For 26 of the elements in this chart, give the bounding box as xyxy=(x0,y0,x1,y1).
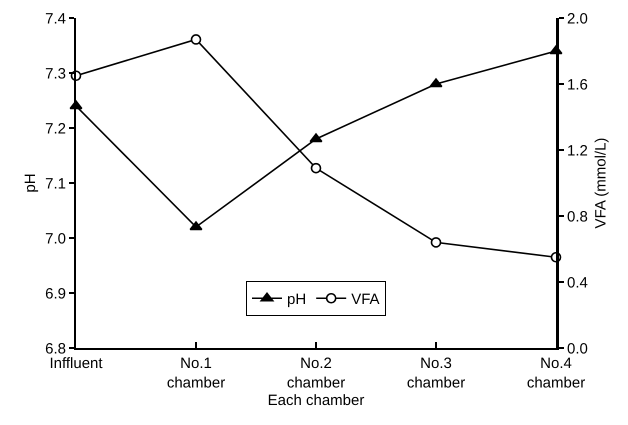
legend-label: pH xyxy=(287,291,306,308)
x-tick-label: No.3 chamber xyxy=(406,355,466,392)
y-tick-label: 7.3 xyxy=(45,65,66,82)
x-tick-label: Inffluent xyxy=(49,355,104,372)
x-tick-label: No.2 chamber xyxy=(286,355,346,392)
y-tick-label: 6.9 xyxy=(45,285,66,302)
x-tick-label: No.1 chamber xyxy=(166,355,226,392)
y-tick-label: 7.4 xyxy=(45,10,66,28)
y-axis-title: pH xyxy=(22,173,39,193)
point xyxy=(310,162,322,174)
x-axis-title: Each chamber xyxy=(268,392,364,409)
y-tick-label: 7.0 xyxy=(45,230,66,248)
y2-tick-label: 2.0 xyxy=(567,10,588,28)
y2-tick-label: 1.6 xyxy=(567,76,588,94)
y2-tick-label: 0.4 xyxy=(567,274,588,292)
y-tick-label: 7.2 xyxy=(45,120,66,138)
y2-axis-title: VFA (mmol/L) xyxy=(592,138,610,228)
x-tick-label: No.4 chamber xyxy=(526,355,586,392)
legend-label: VFA xyxy=(351,291,380,308)
y-tick-label: 6.8 xyxy=(45,340,66,358)
y-tick-label: 7.1 xyxy=(45,175,66,192)
point xyxy=(190,34,202,45)
y2-tick-label: 0.0 xyxy=(567,340,588,358)
point xyxy=(430,237,442,248)
y2-tick-label: 1.2 xyxy=(567,142,588,160)
y2-tick-label: 0.8 xyxy=(567,208,588,226)
